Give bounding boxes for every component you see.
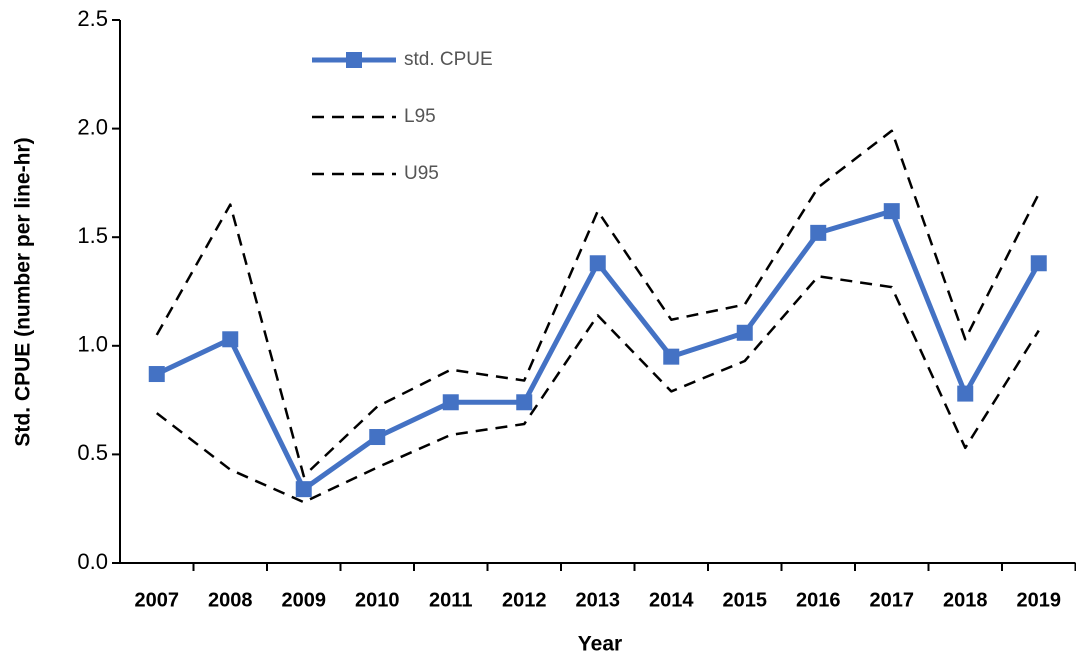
- marker: [148, 366, 165, 383]
- x-tick-label: 2014: [649, 589, 694, 611]
- x-tick-label: 2011: [429, 589, 472, 611]
- x-tick-label: 2010: [355, 589, 400, 611]
- y-tick-label: 1.5: [77, 223, 108, 248]
- marker: [957, 385, 974, 402]
- x-tick-label: 2015: [723, 589, 768, 611]
- marker: [589, 255, 606, 272]
- y-axis-title: Std. CPUE (number per line-hr): [12, 137, 35, 446]
- x-axis-title: Year: [578, 633, 622, 656]
- y-tick-label: 1.0: [77, 332, 108, 357]
- x-tick-label: 2019: [1017, 589, 1062, 611]
- marker: [1030, 255, 1047, 272]
- ci-line: [155, 129, 1040, 478]
- x-tick-label: 2009: [282, 589, 327, 611]
- x-tick-label: 2008: [208, 589, 253, 611]
- legend-marker: [346, 52, 362, 68]
- marker: [369, 429, 386, 446]
- y-tick-label: 2.0: [77, 114, 108, 139]
- x-tick-label: 2017: [870, 589, 915, 611]
- marker: [883, 203, 900, 220]
- series-line: [155, 208, 1041, 492]
- x-tick-label: 2018: [943, 589, 988, 611]
- y-tick-label: 2.5: [77, 6, 108, 31]
- x-tick-label: 2012: [502, 589, 547, 611]
- legend-label: L95: [404, 106, 436, 127]
- y-tick-label: 0.0: [77, 549, 108, 574]
- x-tick-label: 2013: [576, 589, 621, 611]
- x-tick-label: 2016: [796, 589, 841, 611]
- legend-label: U95: [404, 163, 439, 184]
- marker: [663, 348, 680, 365]
- marker: [516, 394, 533, 411]
- y-tick-label: 0.5: [77, 440, 108, 465]
- ci-line: [155, 275, 1040, 504]
- marker: [295, 481, 312, 498]
- marker: [442, 394, 459, 411]
- marker: [810, 224, 827, 241]
- legend-label: std. CPUE: [404, 49, 493, 70]
- x-tick-label: 2007: [135, 589, 180, 611]
- marker: [222, 331, 239, 348]
- marker: [736, 324, 753, 341]
